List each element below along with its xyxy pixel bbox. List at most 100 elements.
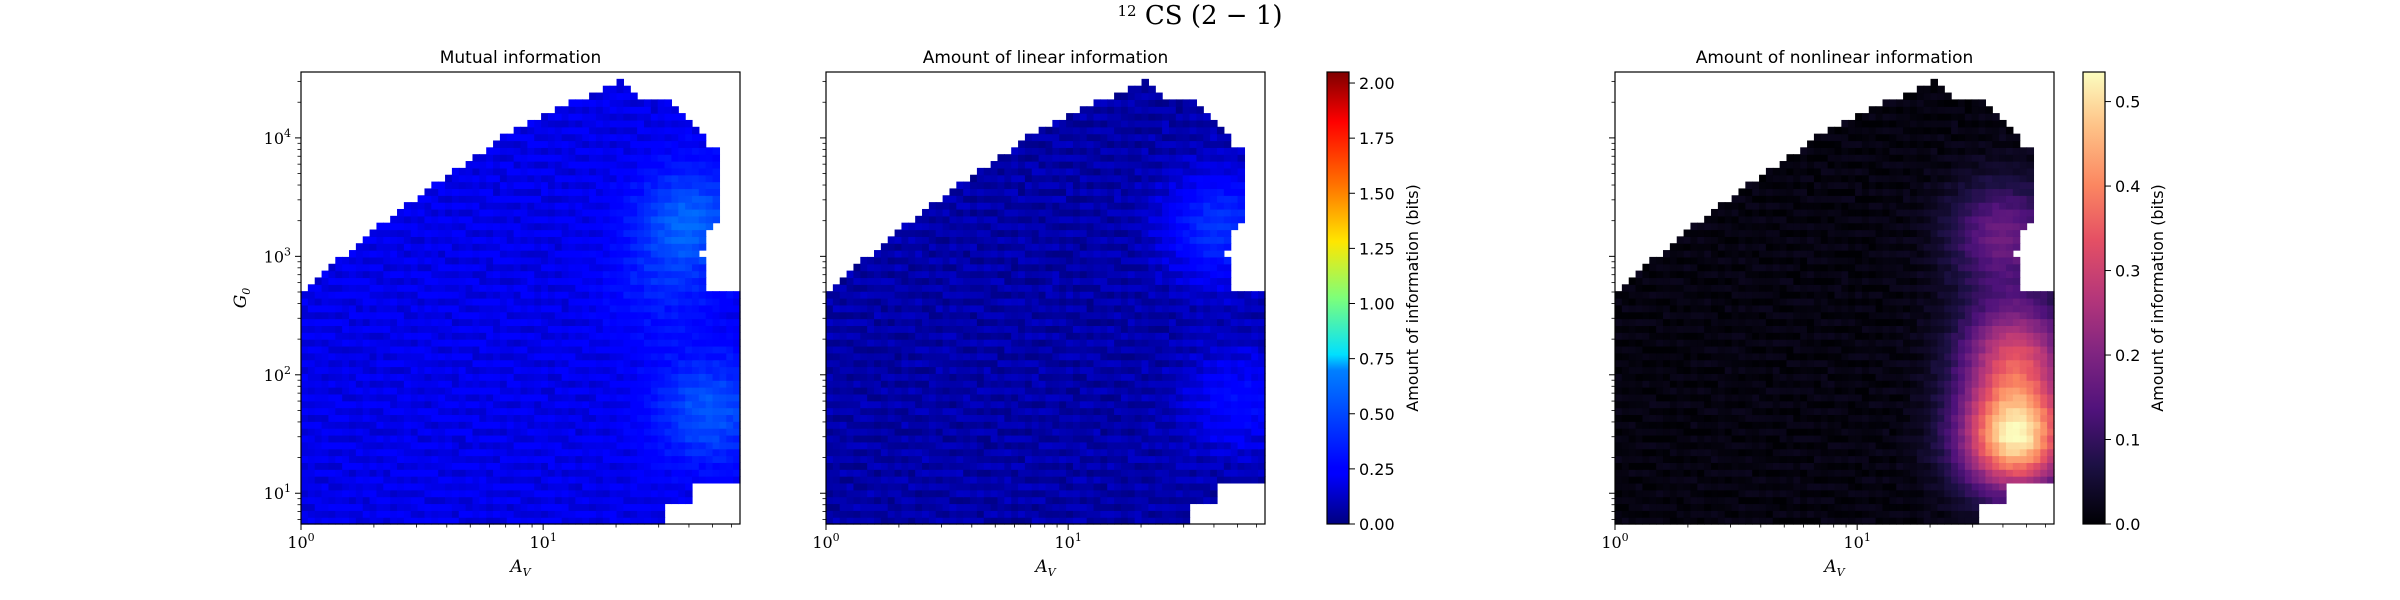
heatmap-cell [1230,434,1239,443]
heatmap-cell [990,469,999,477]
heatmap-cell [547,407,556,416]
heatmap-cell [664,441,673,450]
heatmap-cell [472,325,480,333]
heatmap-cell [1120,462,1129,470]
heatmap-cell [513,428,522,436]
heatmap-cell [403,489,412,498]
heatmap-cell [691,229,700,237]
heatmap-cell [630,188,638,196]
heatmap-cell [623,455,631,463]
heatmap-cell [568,147,576,155]
heatmap-cell [691,188,700,196]
heatmap-cell [589,352,597,361]
heatmap-cell [520,421,528,429]
heatmap-cell [609,434,618,443]
heatmap-cell [582,277,590,285]
heatmap-cell [1066,517,1074,525]
heatmap-cell [643,167,652,176]
heatmap-cell [486,243,494,251]
heatmap-cell [609,387,618,395]
heatmap-cell [867,469,875,477]
heatmap-cell [1162,373,1170,381]
heatmap-cell [609,393,618,402]
heatmap-cell [630,373,638,381]
heatmap-cells [826,78,1266,525]
heatmap-cell [486,325,494,333]
heatmap-cell [403,332,412,340]
heatmap-cell [657,414,666,422]
heatmap-cell [582,359,590,368]
heatmap-cell [726,373,734,381]
heatmap-cell [403,345,412,354]
heatmap-cell [1018,352,1026,361]
heatmap-cell [328,421,336,429]
heatmap-cell [1127,510,1136,518]
heatmap-cell [472,154,480,162]
heatmap-cell [1148,345,1156,354]
heatmap-cell [949,441,957,450]
heatmap-cell [1134,352,1143,361]
heatmap-cell [637,126,645,135]
heatmap-cell [678,400,686,409]
heatmap-cell [928,496,937,505]
heatmap-cell [1086,400,1095,409]
heatmap-cell [826,373,834,381]
heatmap-cell [472,414,480,422]
heatmap-cell [637,208,645,217]
heatmap-cell [915,407,923,416]
heatmap-cell [397,215,405,224]
heatmap-cell [568,496,576,505]
heatmap-cell [623,318,631,326]
heatmap-cell [616,113,624,121]
heatmap-cell [520,455,528,463]
heatmap-cell [1066,380,1074,388]
heatmap-cell [410,387,419,395]
heatmap-cell [853,428,861,436]
heatmap-cell [637,154,645,162]
heatmap-cell [1196,387,1204,395]
heatmap-cell [1052,441,1060,450]
heatmap-cell [860,448,868,457]
heatmap-cell [589,359,597,368]
heatmap-cell [527,304,535,313]
heatmap-cell [719,476,727,484]
heatmap-cell [307,298,316,306]
heatmap-cell [520,133,528,142]
heatmap-cell [733,462,741,470]
heatmap-cell [458,339,467,347]
heatmap-cell [685,298,693,306]
heatmap-cell [397,517,405,525]
heatmap-cell [383,407,391,416]
heatmap-cell [513,339,522,347]
heatmap-cell [970,359,978,368]
heatmap-cell [335,407,343,416]
heatmap-cell [1175,393,1184,402]
heatmap-cell [369,339,378,347]
heatmap-cell [499,202,508,210]
heatmap-cell [321,462,330,470]
heatmap-cell [541,428,549,436]
heatmap-cell [928,414,937,422]
heatmap-cell [637,236,645,244]
heatmap-cell [479,325,487,333]
heatmap-cell [335,517,343,525]
heatmap-cell [650,236,659,244]
heatmap-cell [901,373,909,381]
heatmap-cell [928,359,937,368]
heatmap-cell [506,332,515,340]
heatmap-cell [990,489,999,498]
heatmap-cell [582,236,590,244]
heatmap-cell [698,181,707,190]
heatmap-cell [527,455,535,463]
heatmap-cell [541,243,549,251]
heatmap-cell [589,174,597,183]
heatmap-cell [390,482,398,491]
heatmap-cell [561,256,570,265]
heatmap-cell [575,154,583,162]
heatmap-cell [616,428,624,436]
heatmap-cell [499,284,508,292]
heatmap-cell [1203,393,1211,402]
heatmap-cell [390,414,398,422]
heatmap-cell [417,462,426,470]
heatmap-cell [513,291,522,299]
